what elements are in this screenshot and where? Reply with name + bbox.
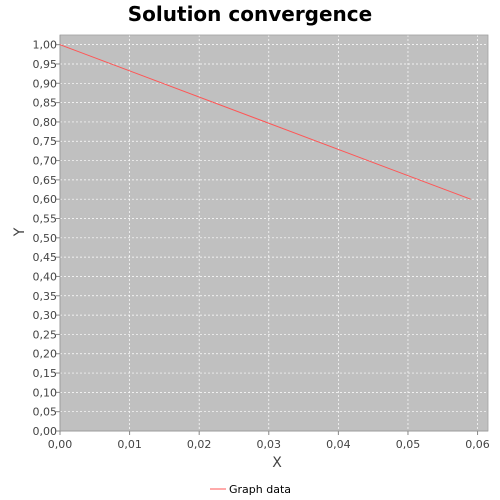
x-tick-label: 0,05 <box>396 438 421 451</box>
y-tick-label: 0,15 <box>33 367 58 380</box>
y-tick-label: 0,35 <box>33 290 58 303</box>
x-tick-label: 0,03 <box>257 438 282 451</box>
y-tick-label: 0,30 <box>33 309 58 322</box>
x-tick-label: 0,02 <box>187 438 212 451</box>
x-tick-label: 0,04 <box>326 438 351 451</box>
y-tick-label: 0,55 <box>33 213 58 226</box>
plot-border <box>59 34 489 432</box>
series-layer <box>59 44 471 200</box>
y-tick-label: 0,95 <box>33 58 58 71</box>
y-tick-label: 0,90 <box>33 77 58 90</box>
plot-area <box>60 35 488 431</box>
axis-layer <box>59 34 489 432</box>
y-tick-label: 0,80 <box>33 116 58 129</box>
tick-layer: 0,00 0,05 0,10 0,15 0,20 0,25 0,30 0,35 0,40 0,45… <box>33 39 490 451</box>
y-tick-label: 0,45 <box>33 251 58 264</box>
x-tick-label: 0,00 <box>48 438 73 451</box>
x-tick-label: 0,01 <box>117 438 142 451</box>
y-tick-label: 0,40 <box>33 270 58 283</box>
chart-title: Solution convergence <box>128 2 372 26</box>
y-axis-label: Y <box>12 227 28 237</box>
y-tick-label: 0,00 <box>33 425 58 438</box>
y-tick-label: 0,65 <box>33 174 58 187</box>
grid-layer <box>59 35 488 432</box>
y-tick-label: 0,60 <box>33 193 58 206</box>
y-tick-label: 0,10 <box>33 386 58 399</box>
x-axis-label: X <box>272 455 282 471</box>
x-tick-label: 0,06 <box>465 438 490 451</box>
y-tick-label: 0,75 <box>33 135 58 148</box>
y-tick-label: 1,00 <box>33 39 58 52</box>
series-line-graph-data <box>59 44 471 200</box>
y-tick-label: 0,50 <box>33 232 58 245</box>
y-tick-label: 0,70 <box>33 155 58 168</box>
y-tick-label: 0,85 <box>33 97 58 110</box>
legend-label-graph-data: Graph data <box>229 483 291 496</box>
y-tick-label: 0,05 <box>33 406 58 419</box>
y-tick-label: 0,20 <box>33 348 58 361</box>
legend: Graph data <box>210 483 291 496</box>
y-tick-label: 0,25 <box>33 328 58 341</box>
